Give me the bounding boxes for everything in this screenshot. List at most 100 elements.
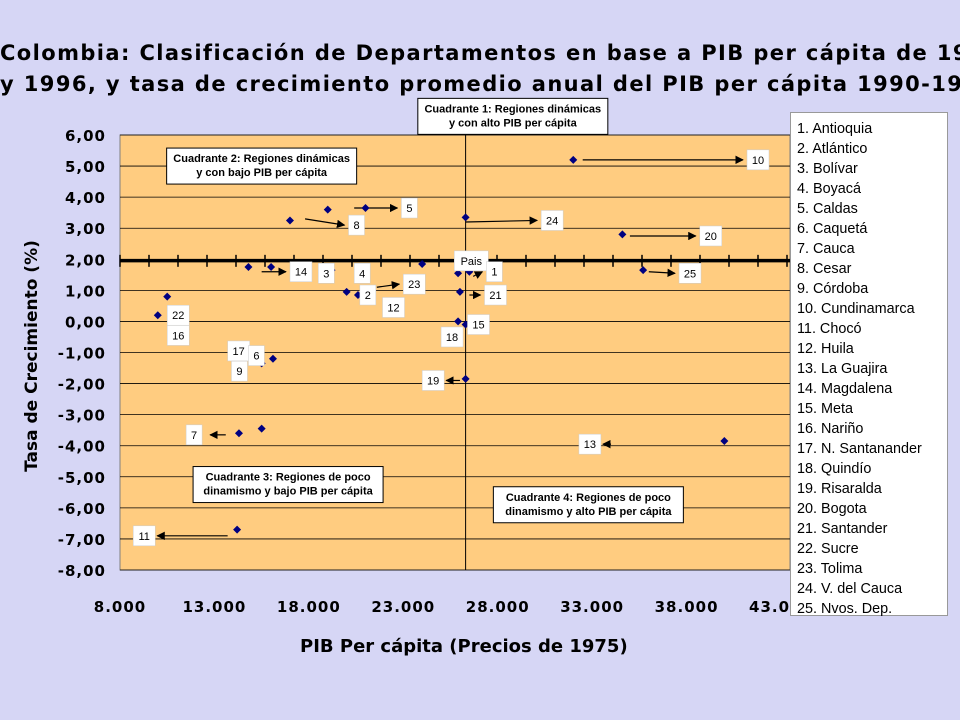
data-point — [267, 263, 276, 272]
annotation-box — [484, 284, 507, 306]
y-axis-title: Tasa de Crecimiento (%) — [22, 240, 42, 472]
legend-item: 18. Quindío — [797, 461, 872, 477]
annotation-text: 4 — [359, 268, 365, 280]
legend-item: 22. Sucre — [797, 541, 859, 557]
data-point — [153, 311, 162, 320]
legend-item: 16. Nariño — [797, 421, 864, 437]
annotation-label: 10 — [746, 149, 770, 171]
legend-item: 25. Nvos. Dep. — [797, 601, 893, 617]
annotation-box — [289, 261, 313, 282]
legend-item: 23. Tolima — [797, 561, 863, 577]
annotation-label: Pais — [454, 250, 489, 272]
annotation-box — [185, 424, 203, 446]
quadrant-box-text: y con alto PIB per cápita — [449, 117, 578, 129]
annotation-text: 17 — [233, 346, 245, 358]
annotation-label: 7 — [185, 424, 203, 446]
annotation-box — [318, 263, 335, 284]
annotation-box — [746, 149, 770, 171]
annotation-box — [678, 263, 702, 284]
legend-item: 1. Antioquia — [797, 121, 873, 137]
legend-item: 3. Bolívar — [797, 161, 858, 177]
quadrant-box-2: Cuadrante 2: Regiones dinámicas y con baj… — [166, 147, 358, 185]
legend-item: 21. Santander — [797, 521, 888, 537]
annotation-box — [248, 345, 265, 366]
annotation-arrow — [304, 218, 346, 229]
annotation-label: 1 — [486, 261, 503, 282]
annotation-text: Pais — [461, 256, 483, 268]
legend-item: 4. Boyacá — [797, 181, 861, 197]
annotation-label: 22 — [166, 304, 190, 326]
quadrant-box-frame — [492, 486, 684, 524]
y-tick-label: 0,00 — [65, 313, 106, 331]
annotation-label: 19 — [421, 370, 445, 391]
data-point — [454, 317, 463, 326]
data-point — [461, 374, 470, 383]
annotation-label: 6 — [248, 345, 265, 366]
annotation-label: 25 — [678, 263, 702, 284]
data-point — [342, 287, 351, 296]
annotation-arrow — [472, 271, 484, 279]
quadrant-box-text: Cuadrante 4: Regiones de poco — [506, 492, 671, 504]
data-point — [257, 424, 266, 433]
legend-item: 2. Atlántico — [797, 141, 868, 157]
data-point — [361, 204, 370, 213]
annotation-box — [540, 210, 564, 231]
data-point — [163, 292, 172, 301]
quadrant-box-text: dinamismo y alto PIB per cápita — [505, 506, 672, 518]
annotation-label: 21 — [484, 284, 507, 306]
y-tick-label: 1,00 — [65, 282, 106, 300]
chart-title-line-2: y 1996, y tasa de crecimiento promedio a… — [0, 72, 960, 96]
annotation-text: 13 — [584, 439, 596, 451]
annotation-label: 24 — [540, 210, 564, 231]
y-tick-label: 2,00 — [65, 251, 106, 269]
annotation-label: 9 — [231, 360, 248, 382]
y-tick-label: -5,00 — [58, 469, 106, 487]
data-point — [285, 216, 294, 225]
y-tick-label: 6,00 — [65, 127, 106, 145]
data-point — [323, 205, 332, 214]
annotation-label: 2 — [359, 284, 377, 306]
department-legend: 1. Antioquia 2. Atlántico 3. Bolívar 4. Boy… — [790, 112, 948, 617]
quadrant-box-frame — [192, 466, 384, 504]
y-tick-label: -4,00 — [58, 438, 106, 456]
annotation-text: 6 — [253, 351, 259, 363]
x-tick-label: 33.000 — [560, 598, 624, 616]
annotation-text: 11 — [139, 531, 150, 543]
annotation-arrow — [465, 216, 538, 225]
annotation-text: 18 — [446, 332, 458, 344]
annotation-box — [353, 263, 371, 284]
annotation-label: 23 — [403, 273, 426, 295]
annotation-text: 7 — [191, 430, 197, 442]
annotation-label: 16 — [166, 325, 190, 346]
annotation-label: 20 — [699, 225, 723, 247]
annotation-text: 14 — [295, 267, 307, 279]
annotation-text: 16 — [172, 330, 184, 342]
chart-title-line-1: Colombia: Clasificación de Departamentos… — [0, 41, 960, 65]
data-point — [244, 263, 253, 272]
legend-item: 17. N. Santanander — [797, 441, 922, 457]
y-tick-label: -7,00 — [58, 531, 106, 549]
chart-title: Colombia: Clasificación de Departamentos… — [0, 38, 960, 100]
annotation-text: 9 — [236, 366, 242, 378]
quadrant-box-frame — [417, 97, 609, 135]
quadrant-box-text: dinamismo y bajo PIB per cápita — [203, 486, 373, 498]
annotation-box — [467, 314, 490, 335]
x-tick-label: 38.000 — [655, 598, 719, 616]
annotation-box — [421, 370, 445, 391]
y-tick-label: 5,00 — [65, 158, 106, 176]
annotation-box — [359, 284, 377, 306]
annotation-box — [403, 273, 426, 295]
annotation-label: 12 — [382, 297, 405, 318]
x-tick-label: 28.000 — [466, 598, 530, 616]
data-point — [234, 429, 243, 438]
data-point — [268, 354, 277, 363]
annotation-text: 3 — [323, 268, 329, 280]
legend-item: 6. Caquetá — [797, 221, 868, 237]
annotation-text: 10 — [752, 155, 764, 167]
data-point — [569, 155, 578, 164]
annotation-box — [132, 525, 156, 547]
annotation-text: 22 — [172, 310, 184, 322]
annotation-label: 5 — [401, 197, 418, 219]
quadrant-box-text: Cuadrante 3: Regiones de poco — [206, 472, 371, 484]
